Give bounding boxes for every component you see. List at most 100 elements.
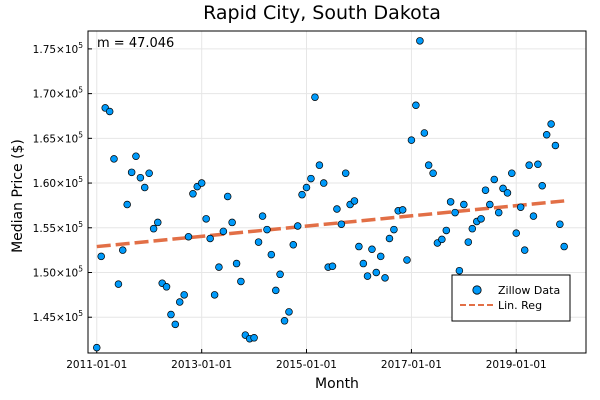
data-point xyxy=(276,270,284,279)
x-tick-label: 2013-01-01 xyxy=(171,359,232,371)
data-point xyxy=(228,218,236,227)
y-tick-label: 1.70×105 xyxy=(33,86,84,101)
y-axis-title: Median Price ($) xyxy=(10,139,26,253)
data-point xyxy=(189,190,197,198)
data-point xyxy=(315,161,324,169)
data-point xyxy=(167,310,175,319)
data-point xyxy=(534,160,542,169)
data-point xyxy=(215,263,223,271)
data-point xyxy=(547,120,555,128)
data-point xyxy=(145,169,153,177)
data-point xyxy=(372,268,381,277)
data-point xyxy=(385,234,394,243)
data-point xyxy=(105,107,114,116)
data-point xyxy=(319,179,328,187)
data-point xyxy=(460,200,468,209)
data-point xyxy=(132,152,140,160)
y-tick-label: 1.50×105 xyxy=(33,265,84,280)
data-point xyxy=(503,189,512,197)
data-point xyxy=(350,197,359,205)
data-point xyxy=(285,308,293,316)
data-point xyxy=(136,173,145,182)
data-point xyxy=(376,252,385,261)
data-point xyxy=(494,208,503,217)
data-point xyxy=(289,241,298,249)
x-tick-label: 2015-01-01 xyxy=(276,359,337,371)
legend: Zillow Data Lin. Reg xyxy=(451,274,571,322)
data-point xyxy=(341,169,350,177)
data-point xyxy=(206,234,214,243)
data-point xyxy=(416,37,424,45)
data-layer xyxy=(93,37,568,352)
y-tick-label: 1.65×105 xyxy=(33,130,84,145)
data-point xyxy=(140,183,149,192)
data-point xyxy=(184,232,193,241)
data-point xyxy=(210,291,219,299)
data-point xyxy=(363,272,372,280)
data-point xyxy=(551,141,560,150)
data-point xyxy=(175,298,184,306)
chart-title: Rapid City, South Dakota xyxy=(203,2,441,24)
ticks: 2011-01-01 2013-01-01 2015-01-01 2017-01-01… xyxy=(33,41,547,371)
data-point xyxy=(508,169,516,177)
data-point xyxy=(162,283,171,291)
x-tick-label: 2017-01-01 xyxy=(381,359,442,371)
data-point xyxy=(486,200,494,209)
data-point xyxy=(446,198,455,206)
data-point xyxy=(468,224,477,233)
data-point xyxy=(123,200,131,209)
x-tick-label: 2011-01-01 xyxy=(66,359,127,371)
data-point xyxy=(154,218,162,227)
data-point xyxy=(232,259,241,268)
data-point xyxy=(455,266,464,275)
slope-annotation: m = 47.046 xyxy=(97,36,174,51)
y-tick-label: 1.55×105 xyxy=(33,220,84,235)
data-point xyxy=(337,220,346,228)
data-point xyxy=(280,317,289,325)
data-point xyxy=(556,220,564,228)
data-point xyxy=(93,343,101,352)
data-point xyxy=(529,212,538,220)
x-tick-label: 2019-01-01 xyxy=(486,359,547,371)
data-point xyxy=(464,238,473,246)
data-point xyxy=(223,192,232,201)
data-point xyxy=(202,215,210,223)
data-point xyxy=(490,175,499,184)
data-point xyxy=(407,136,416,144)
data-point xyxy=(114,280,123,288)
data-point xyxy=(481,186,490,194)
data-point xyxy=(368,245,376,253)
data-point xyxy=(293,222,302,230)
data-point xyxy=(311,93,319,101)
data-point xyxy=(237,277,245,286)
y-tick-label: 1.75×105 xyxy=(33,41,84,56)
data-point xyxy=(477,215,485,223)
y-tick-label: 1.45×105 xyxy=(33,309,84,324)
data-point xyxy=(438,235,446,244)
data-point xyxy=(403,256,411,264)
plot-frame xyxy=(87,30,587,354)
legend-marker-zillow xyxy=(472,285,482,295)
data-point xyxy=(298,190,306,199)
data-point xyxy=(451,208,459,217)
data-point xyxy=(254,238,263,246)
data-point xyxy=(272,286,280,295)
legend-label-zillow: Zillow Data xyxy=(498,284,560,297)
data-point xyxy=(542,131,551,139)
data-point xyxy=(267,250,276,259)
data-point xyxy=(516,203,525,211)
data-point xyxy=(302,183,311,192)
y-tick-label: 1.60×105 xyxy=(33,175,84,190)
data-point xyxy=(560,242,568,251)
data-point xyxy=(149,224,158,233)
data-point xyxy=(359,259,368,268)
data-point xyxy=(355,242,363,251)
data-point xyxy=(219,227,228,236)
data-point xyxy=(307,174,315,183)
data-point xyxy=(180,291,188,299)
data-point xyxy=(424,161,433,169)
data-point xyxy=(197,179,206,187)
data-point xyxy=(390,225,398,234)
data-point xyxy=(333,205,341,213)
